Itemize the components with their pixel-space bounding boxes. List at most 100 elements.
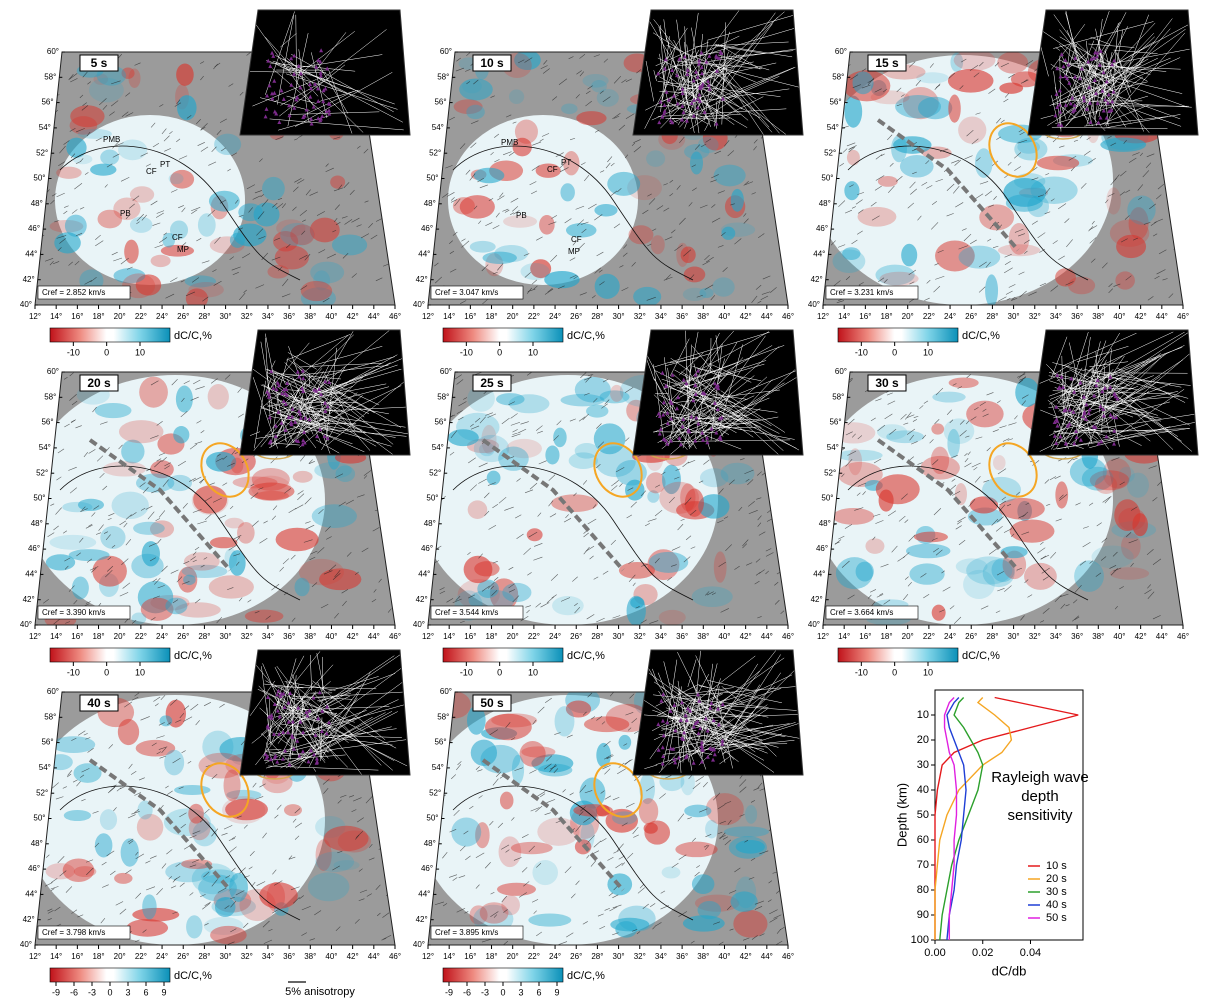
lon-tick-label: 42° <box>740 632 752 641</box>
lat-tick-label: 44° <box>813 250 825 259</box>
anomaly <box>100 150 119 166</box>
lon-tick-label: 22° <box>528 632 540 641</box>
anomaly <box>284 804 302 816</box>
lat-tick-label: 42° <box>811 275 823 284</box>
map-panel: 10 sCref = 3.047 km/sPMBPTCFPBCFMP40°42°… <box>413 10 803 357</box>
lon-tick-label: 40° <box>1113 312 1125 321</box>
anomaly <box>914 532 948 543</box>
anomaly <box>959 246 1001 269</box>
anisotropy-bar <box>776 851 780 854</box>
anomaly <box>595 274 620 299</box>
lon-tick-label: 14° <box>50 632 62 641</box>
anomaly <box>733 910 767 938</box>
anomaly <box>173 426 189 443</box>
lon-tick-label: 12° <box>422 312 434 321</box>
anomaly <box>164 750 184 776</box>
anisotropy-bar <box>385 854 389 856</box>
lat-tick-label: 48° <box>31 199 43 208</box>
colorbar-tick-label: -10 <box>460 347 473 357</box>
lon-tick-label: 46° <box>1177 312 1189 321</box>
anomaly <box>1115 271 1135 289</box>
colorbar-tick-label: -9 <box>52 987 60 997</box>
lon-tick-label: 38° <box>697 632 709 641</box>
lon-tick-label: 36° <box>676 312 688 321</box>
anomaly <box>183 575 196 586</box>
lon-tick-label: 20° <box>507 632 519 641</box>
lon-tick-label: 14° <box>838 632 850 641</box>
lat-tick-label: 48° <box>424 199 436 208</box>
anomaly <box>1114 499 1140 531</box>
anomaly <box>551 494 598 512</box>
anomaly <box>142 894 156 919</box>
colorbar-tick-label: -10 <box>460 667 473 677</box>
lon-tick-label: 16° <box>859 312 871 321</box>
anomaly <box>966 401 1004 428</box>
anisotropy-bar <box>780 192 784 195</box>
lat-tick-label: 48° <box>31 519 43 528</box>
lon-tick-label: 42° <box>347 952 359 961</box>
anomaly <box>230 233 245 248</box>
lat-tick-label: 42° <box>416 595 428 604</box>
colorbar-tick-label: 9 <box>161 987 166 997</box>
lon-tick-label: 18° <box>485 952 497 961</box>
lat-tick-label: 58° <box>832 72 844 81</box>
lon-tick-label: 38° <box>304 952 316 961</box>
anomaly <box>712 277 734 296</box>
cref-label: Cref = 3.544 km/s <box>435 608 498 617</box>
lon-tick-label: 24° <box>156 632 168 641</box>
tectonic-label: PMB <box>103 135 120 144</box>
lon-tick-label: 18° <box>92 312 104 321</box>
anomaly <box>100 526 125 549</box>
lon-tick-label: 18° <box>92 952 104 961</box>
anomaly <box>466 105 485 119</box>
anomaly <box>1100 138 1146 152</box>
anomaly <box>509 89 524 104</box>
lon-tick-label: 28° <box>986 312 998 321</box>
anisotropy-bar <box>1162 147 1168 150</box>
y-tick-label: 40 <box>917 784 929 796</box>
period-label: 10 s <box>480 56 504 70</box>
lat-tick-label: 58° <box>44 392 56 401</box>
lat-tick-label: 60° <box>440 687 452 696</box>
lon-tick-label: 16° <box>464 952 476 961</box>
colorbar-tick-label: 0 <box>107 987 112 997</box>
lon-tick-label: 40° <box>325 312 337 321</box>
anisotropy-bar <box>389 568 394 573</box>
anisotropy-bar <box>770 147 777 151</box>
lat-tick-label: 56° <box>41 418 53 427</box>
lon-tick-label: 32° <box>634 312 646 321</box>
lon-tick-label: 34° <box>655 952 667 961</box>
lon-tick-label: 14° <box>443 632 455 641</box>
tectonic-label: PMB <box>501 138 518 147</box>
anomaly <box>448 429 479 446</box>
anisotropy-bar <box>1176 237 1181 239</box>
lon-tick-label: 18° <box>880 632 892 641</box>
lat-tick-label: 44° <box>418 570 430 579</box>
anomaly <box>126 919 168 937</box>
map-panel: 15 sCref = 3.231 km/s40°42°44°46°48°50°5… <box>808 10 1198 357</box>
lon-tick-label: 16° <box>71 952 83 961</box>
lat-tick-label: 50° <box>821 494 833 503</box>
anomaly <box>165 598 187 615</box>
anomaly <box>958 116 986 143</box>
anomaly <box>684 805 711 818</box>
anomaly <box>931 423 944 434</box>
lat-tick-label: 48° <box>424 519 436 528</box>
lat-tick-label: 60° <box>835 47 847 56</box>
colorbar-label: dC/C,% <box>567 330 605 342</box>
anisotropy-bar <box>384 169 389 174</box>
lon-tick-label: 22° <box>135 952 147 961</box>
tectonic-label: MP <box>177 245 189 254</box>
lon-tick-label: 30° <box>220 312 232 321</box>
lat-tick-label: 52° <box>429 468 441 477</box>
lat-tick-label: 40° <box>808 300 820 309</box>
lat-tick-label: 40° <box>20 300 32 309</box>
anomaly <box>610 918 649 932</box>
anomaly <box>553 428 566 448</box>
anomaly <box>336 466 356 482</box>
anomaly <box>721 463 755 485</box>
lon-tick-label: 34° <box>262 952 274 961</box>
anomaly <box>630 597 644 608</box>
anomaly <box>918 97 952 119</box>
lat-tick-label: 40° <box>20 940 32 949</box>
